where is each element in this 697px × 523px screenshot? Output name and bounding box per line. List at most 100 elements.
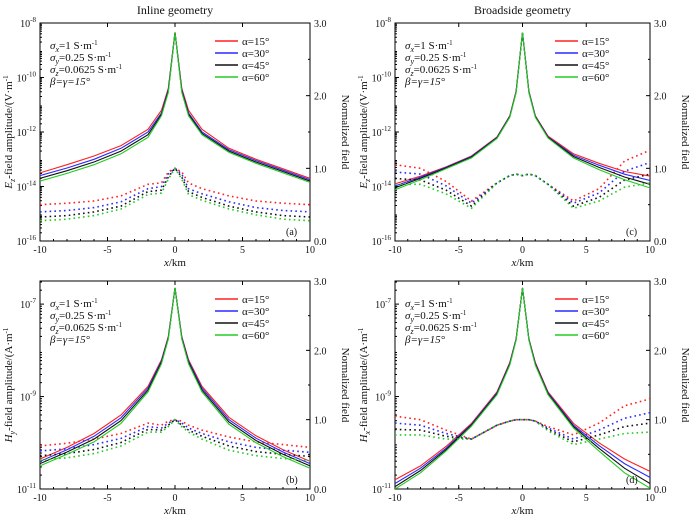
y-tick-exp: -9 (385, 390, 391, 398)
annotation-1: σx=1 S·m-1 (50, 39, 98, 54)
y-tick-base: 10 (375, 19, 385, 30)
y2-axis-label: Normalized field (339, 348, 351, 423)
y-tick-label: 10-9 (375, 390, 391, 404)
annotation-1-part: σ (405, 298, 411, 310)
y-tick-base: 10 (17, 485, 27, 496)
legend-label-3: α=45° (582, 60, 609, 72)
y-tick-label: 10-12 (372, 125, 392, 139)
x-axis-label-var: x (163, 257, 169, 269)
annotation-2-part: =0.25 S·m (59, 52, 106, 64)
y-tick-label: 10-7 (375, 297, 391, 311)
panel-label-a: (a) (286, 227, 297, 238)
x-tick-label: 5 (240, 245, 245, 256)
y-tick-base: 10 (375, 300, 385, 311)
x-tick-label: -10 (33, 245, 46, 256)
y-tick-base: 10 (372, 74, 382, 85)
y-axis-label-part: -1 (2, 75, 10, 81)
annotation-3-part: σ (405, 322, 411, 334)
series-normalized-line-1 (40, 167, 310, 206)
y-tick-exp: -16 (382, 234, 392, 242)
annotation-4-part: β=γ=15° (49, 76, 91, 88)
x-axis-label: x/km (510, 257, 533, 269)
y-tick-exp: -7 (385, 297, 391, 305)
annotation-2-part: -1 (106, 309, 112, 317)
y-tick-label: 10-14 (372, 180, 392, 194)
y-tick-base: 10 (372, 128, 382, 139)
y-tick-base: 10 (20, 300, 30, 311)
annotation-3-part: z (54, 327, 59, 336)
y-axis-label-part: -field amplitude/(A·m (3, 333, 15, 431)
plot-area (395, 287, 650, 489)
annotation-3-part: =0.0625 S·m (59, 64, 117, 76)
annotation-1-part: =1 S·m (59, 298, 92, 310)
y2-axis-label: Normalized field (339, 95, 351, 170)
annotation-2-part: -1 (461, 51, 467, 59)
y-tick-base: 10 (372, 485, 382, 496)
series-normalized-line-2 (40, 418, 310, 454)
series-normalized-line-3 (40, 418, 310, 458)
annotation-1: σx=1 S·m-1 (405, 297, 453, 312)
x-tick-label: 10 (645, 245, 655, 256)
legend-label-1: α=15° (582, 36, 609, 48)
y-tick-exp: -10 (382, 71, 392, 79)
title-inline: Inline geometry (137, 3, 213, 17)
y-axis-label-part: -1 (2, 327, 10, 333)
annotation-1-part: σ (50, 40, 56, 52)
series-normalized-line-4 (40, 418, 310, 462)
y-tick-label: 10-10 (372, 71, 392, 85)
y-tick-label: 10-11 (372, 482, 392, 496)
annotation-2-part: y (409, 57, 414, 66)
annotation-1-part: σ (50, 298, 56, 310)
legend-label-1: α=15° (242, 294, 269, 306)
y-axis-label-part: -field amplitude/(A·m (358, 333, 370, 431)
annotation-3-part: -1 (471, 321, 477, 329)
legend-label-2: α=30° (242, 306, 269, 318)
y2-axis-label: Normalized field (679, 95, 691, 170)
annotation-3-part: -1 (116, 321, 122, 329)
annotation-2-part: y (54, 57, 59, 66)
series-normalized-line-3 (395, 418, 650, 443)
x-axis-label-var: x (510, 257, 516, 269)
annotation-1-part: x (409, 45, 414, 54)
x-tick-label: 0 (173, 245, 178, 256)
y-tick-base: 10 (17, 183, 27, 194)
x-tick-label: 10 (645, 493, 655, 504)
y-tick-exp: -11 (382, 482, 392, 490)
legend-label-2: α=30° (242, 48, 269, 60)
panel-a: -10 -5 0 5 10x/km10-810-1010-1210-1410-16Ez-… (2, 16, 351, 269)
legend-label-4: α=60° (242, 72, 269, 84)
annotation-3: σz=0.0625 S·m-1 (405, 63, 477, 78)
x-tick-label: -10 (388, 245, 401, 256)
annotation-1-part: -1 (447, 297, 453, 305)
x-tick-label: 10 (305, 245, 315, 256)
annotation-3: σz=0.0625 S·m-1 (405, 321, 477, 336)
y-axis-label-part: x (363, 430, 372, 435)
series-amplitude-line-4 (40, 287, 310, 469)
series-amplitude-line-4 (395, 32, 650, 191)
x-axis-label-var: x (163, 505, 169, 517)
y-tick-base: 10 (17, 237, 27, 248)
y2-tick-label: 0.0 (654, 485, 667, 496)
y-tick-base: 10 (17, 74, 27, 85)
annotation-3-part: σ (405, 64, 411, 76)
annotation-2-part: y (54, 315, 59, 324)
annotation-3-part: =0.0625 S·m (414, 322, 472, 334)
y-axis-label-part: E (358, 182, 370, 190)
x-tick-label: -10 (388, 493, 401, 504)
y2-tick-label: 3.0 (314, 19, 327, 30)
y-tick-base: 10 (372, 183, 382, 194)
y2-tick-label: 3.0 (314, 277, 327, 288)
annotation-3-part: -1 (116, 63, 122, 71)
series-normalized-line-4 (395, 173, 650, 210)
series-normalized-line-2 (395, 161, 650, 205)
y-axis-label-part: -field amplitude/(V·m (358, 81, 370, 179)
y-tick-base: 10 (375, 393, 385, 404)
y-tick-exp: -8 (30, 16, 36, 24)
plot-area (395, 32, 650, 210)
annotation-4-part: β=γ=15° (404, 76, 446, 88)
legend-label-2: α=30° (582, 306, 609, 318)
y-tick-base: 10 (17, 128, 27, 139)
y-axis-label: Ez-field amplitude/(V·m-1 (357, 75, 372, 190)
annotation-2-part: -1 (106, 51, 112, 59)
